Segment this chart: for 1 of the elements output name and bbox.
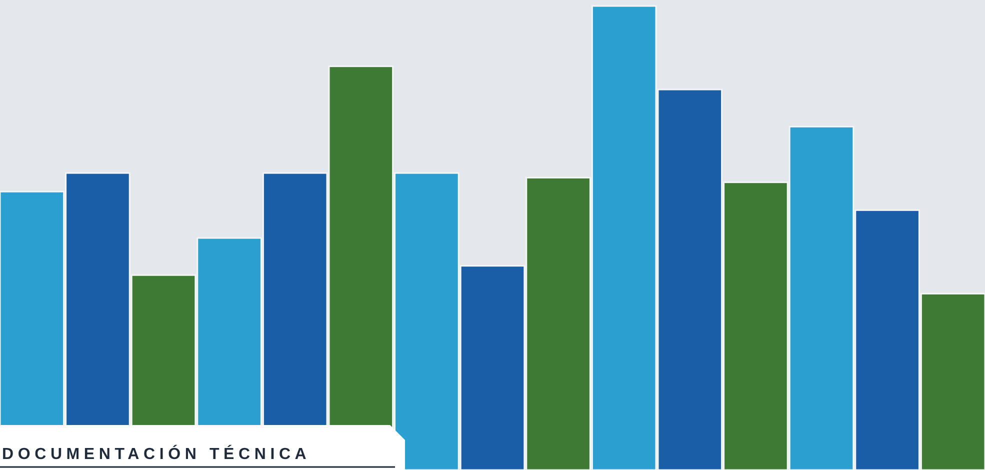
text: DOCUMENTACIÓN TÉCNICA	[2, 444, 311, 463]
